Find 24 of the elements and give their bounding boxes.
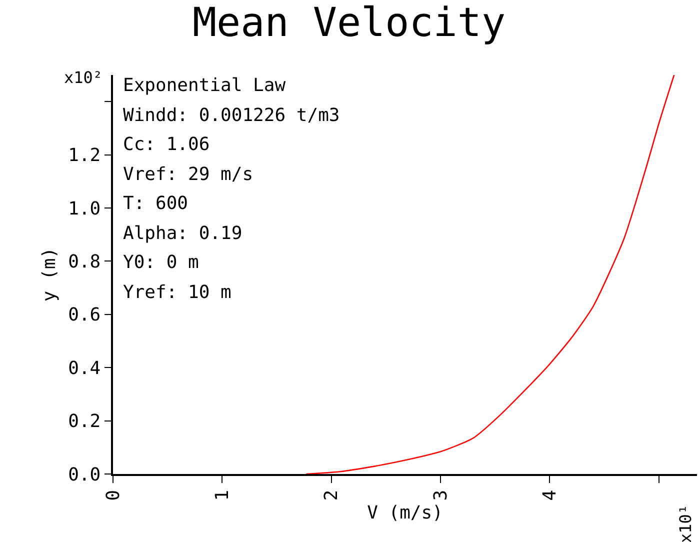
annotation: Yref: 10 m <box>123 282 232 303</box>
y-tick-label: 1.2 <box>68 145 101 166</box>
annotation: Exponential Law <box>123 75 286 96</box>
annotation: Vref: 29 m/s <box>123 164 254 185</box>
x-axis-title: V (m/s) <box>367 502 443 524</box>
chart-title: Mean Velocity <box>192 0 506 46</box>
x-tick-label: 2 <box>321 490 342 501</box>
y-tick-label: 0.0 <box>68 464 101 486</box>
y-axis-title: y (m) <box>38 247 60 302</box>
text: x10² <box>64 68 103 87</box>
x-tick-label: 4 <box>539 490 560 501</box>
annotation: Alpha: 0.19 <box>123 223 242 244</box>
y-tick-label: 0.8 <box>68 252 101 272</box>
y-tick-label: 0.2 <box>68 411 101 432</box>
y-tick-label: 0.6 <box>68 304 101 326</box>
x-tick-label: 3 <box>430 490 452 501</box>
y-tick-label: 1.0 <box>68 198 101 220</box>
x-tick-label: 1 <box>212 490 234 501</box>
x-tick-label: 0 <box>102 490 124 501</box>
annotation: Y0: 0 m <box>123 252 199 273</box>
annotation: Windd: 0.001226 t/m3 <box>123 105 340 126</box>
y-tick-label: 0.4 <box>68 358 101 379</box>
annotation: T: 600 <box>123 193 188 214</box>
annotation: Cc: 1.06 <box>123 134 210 155</box>
